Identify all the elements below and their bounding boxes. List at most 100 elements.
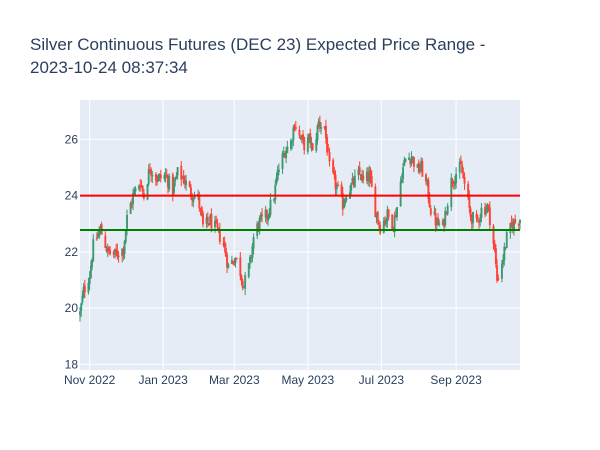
candle-body [79,311,81,315]
candle-body [210,213,213,229]
candle [147,164,150,187]
candle-body [353,175,356,187]
candle [134,186,137,196]
candle-body [417,162,420,173]
candle-body [123,241,126,254]
candle [504,247,507,251]
candle-body [249,256,251,263]
candle-body [147,169,150,184]
candle-body [240,275,243,281]
candle [218,222,221,245]
candle [277,163,280,176]
candle [376,211,379,225]
candle [379,221,382,236]
candle [437,213,439,226]
x-tick-label: Nov 2022 [64,373,116,387]
candle [396,207,398,221]
candle [502,254,505,269]
candle [88,271,91,290]
candle [303,136,306,155]
candle-body [444,210,447,225]
candle [425,172,427,185]
candle-body [214,220,216,228]
candle-body [223,241,226,248]
candle-body [328,152,331,162]
candle-body [497,278,500,280]
candle [107,246,110,255]
candle [173,177,175,196]
candle-body [206,216,209,223]
candle [497,274,500,282]
candle-body [247,263,250,278]
candle [286,140,289,154]
candle-body [311,143,314,150]
candle [146,183,149,201]
candle [250,254,253,264]
candle [337,181,339,187]
candle [463,172,466,191]
candle [182,169,185,185]
candle [165,168,168,179]
candle [328,147,331,167]
candle-body [378,222,380,225]
candle [505,230,508,248]
candle [410,151,413,167]
candle-body [334,174,337,189]
candle-body [202,213,204,225]
candle-body [250,257,253,260]
candle-body [467,183,470,198]
candle [151,171,154,183]
candle [370,170,373,188]
candle [446,203,449,216]
candle [438,219,441,227]
candle-body [134,188,137,192]
candle [285,146,288,164]
candle-body [500,263,503,279]
candle [87,278,90,295]
candle [332,157,335,175]
candle-body [335,185,338,190]
candle [157,173,160,182]
candle [240,274,243,286]
candle [503,242,506,266]
candle [341,186,344,216]
candle-body [421,161,424,177]
candle-body [479,217,482,222]
candle [433,205,436,216]
candle-body [399,181,402,207]
candle [159,169,162,183]
candle [369,167,372,184]
candle [91,257,94,271]
candle [81,290,84,305]
gridlines [80,100,520,370]
candle-body [104,235,107,249]
candle [334,170,337,196]
candle-body [235,257,238,260]
y-tick-label: 20 [65,301,79,315]
candle [154,171,157,187]
x-tick-label: Mar 2023 [209,373,260,387]
candle-body [404,158,407,163]
candle [461,160,464,174]
candle [393,211,396,238]
candle-body [89,265,92,279]
candle [247,262,250,279]
candle-body [333,171,336,175]
candle [472,211,474,229]
candle-body [408,157,411,161]
x-tick-label: Jan 2023 [138,373,188,387]
candle [403,156,406,167]
candle-body [173,182,175,193]
candle [223,236,226,253]
candle-body [233,264,236,266]
candle [129,201,132,214]
candle-body [492,225,495,244]
candle [327,143,330,152]
candle [291,139,294,150]
candle-body [200,207,203,216]
candle [400,173,403,184]
candle-body [286,146,289,154]
candle-body [487,204,490,209]
candle [488,201,491,231]
candle [469,205,472,222]
